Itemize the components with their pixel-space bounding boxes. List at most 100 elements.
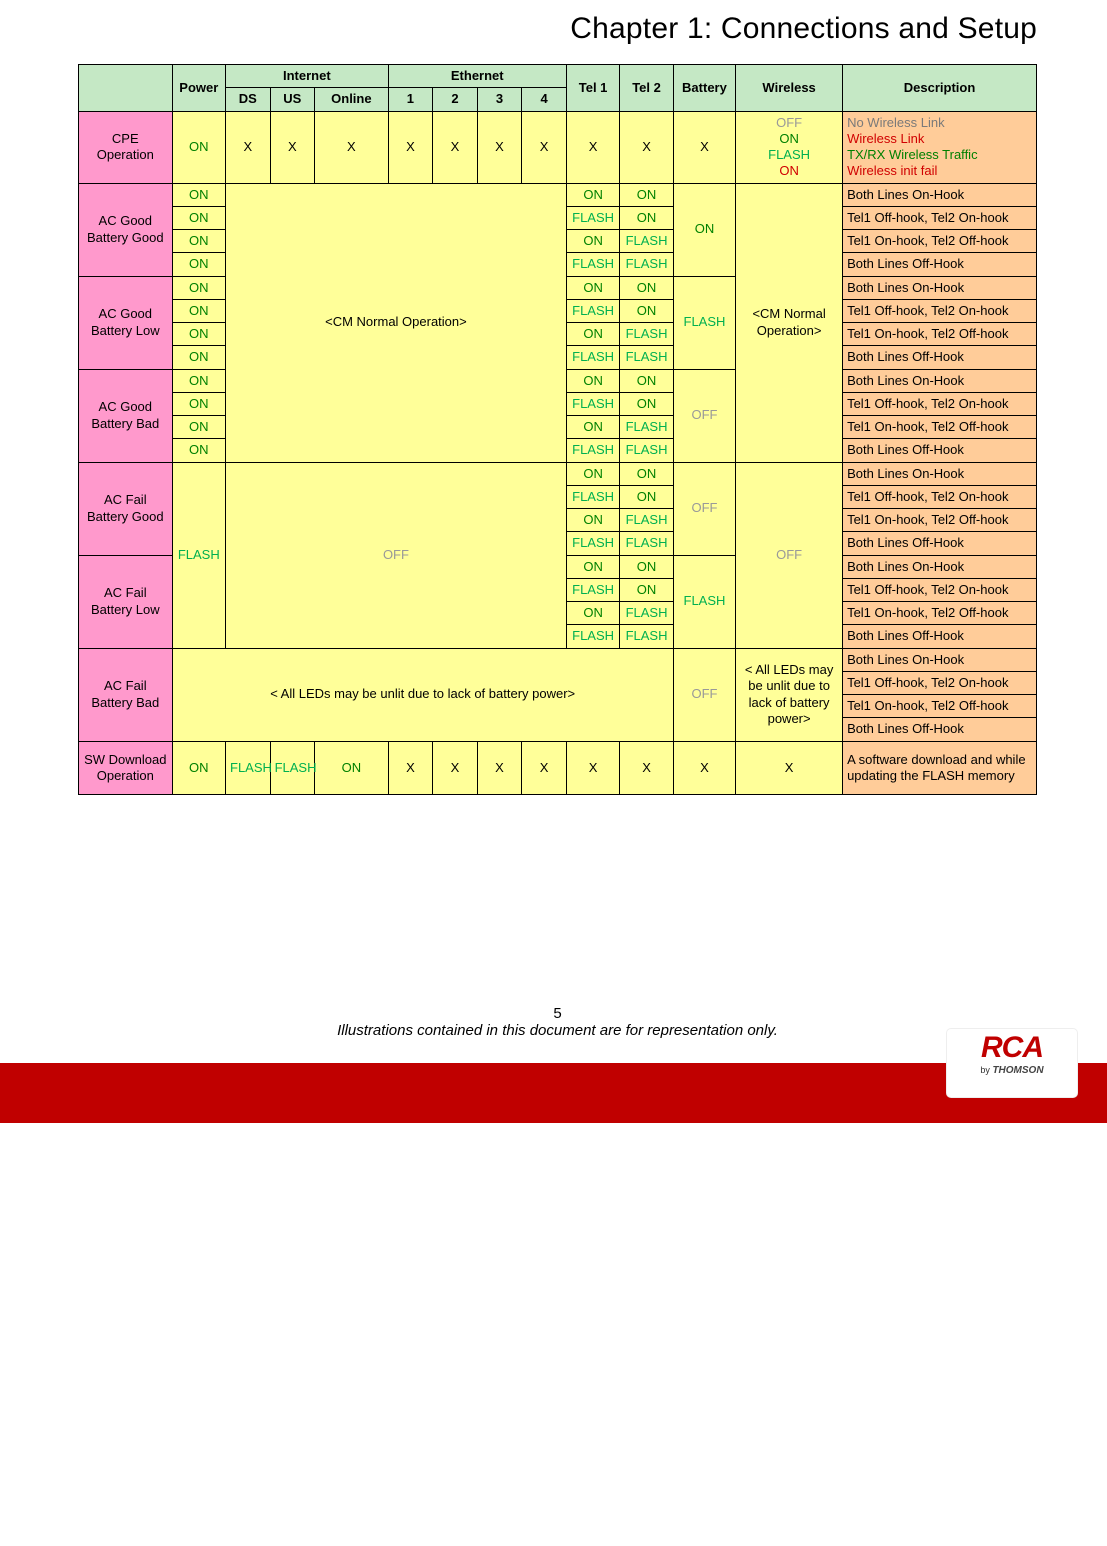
col-tel2: Tel 2	[620, 65, 673, 112]
cell: FLASH	[620, 346, 673, 369]
cell: ON	[172, 392, 225, 415]
cell: X	[522, 741, 567, 795]
cell: ON	[566, 230, 619, 253]
cell: X	[620, 741, 673, 795]
cell: FLASH	[226, 741, 271, 795]
logo-text: RCA	[947, 1033, 1077, 1063]
cell: ON	[566, 369, 619, 392]
cell: X	[226, 111, 271, 183]
cell: X	[388, 111, 433, 183]
cell: Tel1 Off-hook, Tel2 On-hook	[843, 578, 1037, 601]
page-number: 5	[78, 1005, 1037, 1022]
cell: FLASH	[270, 741, 315, 795]
row-acg-bb: AC Good Battery Bad	[79, 369, 173, 462]
cell: ON	[620, 392, 673, 415]
cell: OFF	[673, 648, 735, 741]
cell: ON	[566, 555, 619, 578]
cell: Both Lines On-Hook	[843, 555, 1037, 578]
col-internet: Internet	[226, 65, 389, 88]
cell: ON	[620, 206, 673, 229]
cell: ON	[172, 253, 225, 276]
cell-desc-stack: No Wireless Link Wireless Link TX/RX Wir…	[843, 111, 1037, 183]
cell: X	[270, 111, 315, 183]
cell: FLASH	[566, 485, 619, 508]
cell: Tel1 Off-hook, Tel2 On-hook	[843, 392, 1037, 415]
row-acf-bg: AC Fail Battery Good	[79, 462, 173, 555]
row-cpe: CPE Operation	[79, 111, 173, 183]
cell: FLASH	[620, 625, 673, 648]
cell: ON	[566, 416, 619, 439]
row-sw: SW Download Operation	[79, 741, 173, 795]
col-e2: 2	[433, 88, 478, 111]
row-acf-bl: AC Fail Battery Low	[79, 555, 173, 648]
col-e3: 3	[477, 88, 522, 111]
col-e1: 1	[388, 88, 433, 111]
cell: ON	[566, 509, 619, 532]
col-ds: DS	[226, 88, 271, 111]
brand-logo: RCA by THOMSON	[947, 1029, 1077, 1097]
cell: X	[566, 111, 619, 183]
col-power: Power	[172, 65, 225, 112]
cell: ON	[172, 206, 225, 229]
unlit-wireless: < All LEDs may be unlit due to lack of b…	[736, 648, 843, 741]
cell: FLASH	[673, 555, 735, 648]
led-status-table: Power Internet Ethernet Tel 1 Tel 2 Batt…	[78, 64, 1037, 795]
footer-note: Illustrations contained in this document…	[78, 1022, 1037, 1039]
cell-wireless-stack: OFF ON FLASH ON	[736, 111, 843, 183]
cell: FLASH	[620, 509, 673, 532]
cell: Both Lines On-Hook	[843, 462, 1037, 485]
cell: FLASH	[620, 416, 673, 439]
cell: ON	[172, 299, 225, 322]
cell: Tel1 On-hook, Tel2 Off-hook	[843, 230, 1037, 253]
cell: X	[477, 111, 522, 183]
col-description: Description	[843, 65, 1037, 112]
cell: FLASH	[673, 276, 735, 369]
cell: Both Lines On-Hook	[843, 369, 1037, 392]
cell: Both Lines Off-Hook	[843, 346, 1037, 369]
cell: ON	[172, 111, 225, 183]
unlit-span: < All LEDs may be unlit due to lack of b…	[172, 648, 673, 741]
cell: Tel1 Off-hook, Tel2 On-hook	[843, 299, 1037, 322]
cell: ON	[172, 230, 225, 253]
row-acg-bg: AC Good Battery Good	[79, 183, 173, 276]
cell: ON	[566, 602, 619, 625]
cell: FLASH	[566, 578, 619, 601]
cell: OFF	[673, 462, 735, 555]
cell: ON	[172, 439, 225, 462]
cell: ON	[620, 555, 673, 578]
cell: Both Lines Off-Hook	[843, 718, 1037, 741]
cell: ON	[315, 741, 389, 795]
cell: FLASH	[566, 253, 619, 276]
cell: OFF	[673, 369, 735, 462]
cell: ON	[620, 369, 673, 392]
cell: Both Lines On-Hook	[843, 276, 1037, 299]
cell: X	[522, 111, 567, 183]
off-span: OFF	[226, 462, 567, 648]
cell: FLASH	[566, 625, 619, 648]
cell: X	[315, 111, 389, 183]
cell: ON	[620, 462, 673, 485]
cell: Both Lines On-Hook	[843, 183, 1037, 206]
cell: X	[388, 741, 433, 795]
cell: ON	[566, 183, 619, 206]
cell: ON	[172, 416, 225, 439]
cell: X	[673, 111, 735, 183]
cell: FLASH	[620, 532, 673, 555]
cell: FLASH	[566, 532, 619, 555]
cell: Both Lines Off-Hook	[843, 439, 1037, 462]
cell: Tel1 On-hook, Tel2 Off-hook	[843, 602, 1037, 625]
col-wireless: Wireless	[736, 65, 843, 112]
col-battery: Battery	[673, 65, 735, 112]
cell: A software download and while updating t…	[843, 741, 1037, 795]
cell: X	[477, 741, 522, 795]
cell: ON	[566, 323, 619, 346]
cell: FLASH	[620, 230, 673, 253]
bottom-bar: RCA by THOMSON	[0, 1063, 1107, 1123]
col-online: Online	[315, 88, 389, 111]
page-title: Chapter 1: Connections and Setup	[78, 12, 1037, 46]
cell: Both Lines Off-Hook	[843, 625, 1037, 648]
cell: FLASH	[172, 462, 225, 648]
cell: FLASH	[566, 346, 619, 369]
cm-normal-span: <CM Normal Operation>	[226, 183, 567, 462]
cell: ON	[172, 183, 225, 206]
